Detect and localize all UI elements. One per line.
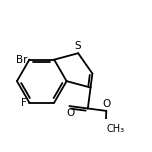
- Text: O: O: [66, 108, 74, 118]
- Text: F: F: [21, 98, 27, 108]
- Text: S: S: [75, 41, 81, 51]
- Text: O: O: [102, 99, 111, 109]
- Text: Br: Br: [16, 55, 27, 65]
- Text: CH₃: CH₃: [107, 124, 125, 134]
